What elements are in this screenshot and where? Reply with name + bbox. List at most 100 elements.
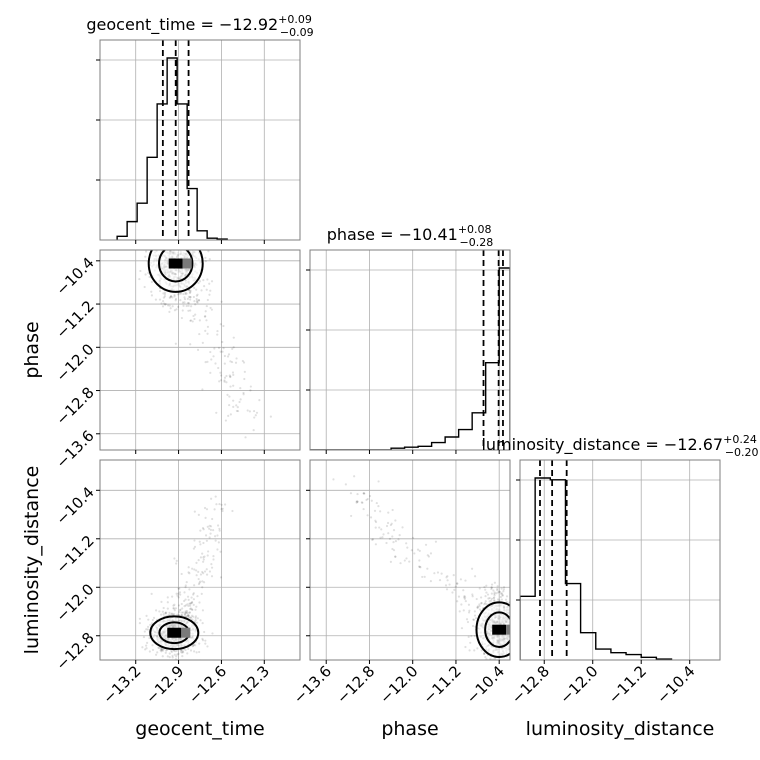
sample-point bbox=[162, 242, 164, 244]
sample-point bbox=[171, 305, 174, 308]
sample-point bbox=[484, 594, 487, 598]
sample-point bbox=[188, 611, 191, 614]
sample-point bbox=[517, 632, 519, 634]
sample-point bbox=[502, 586, 506, 589]
sample-point bbox=[232, 336, 235, 339]
sample-point bbox=[198, 246, 200, 248]
sample-point bbox=[222, 324, 225, 328]
sample-point bbox=[353, 475, 356, 478]
sample-point bbox=[184, 604, 187, 607]
sample-point bbox=[194, 615, 198, 618]
sample-point bbox=[208, 258, 211, 261]
sample-point bbox=[387, 532, 390, 535]
sample-point bbox=[183, 599, 186, 603]
sample-point bbox=[180, 225, 182, 227]
sample-point bbox=[484, 600, 487, 603]
sample-point bbox=[201, 341, 204, 344]
histogram-phase bbox=[310, 267, 510, 450]
sample-point bbox=[147, 271, 150, 275]
sample-point bbox=[162, 292, 165, 295]
sample-point bbox=[188, 588, 191, 591]
sample-point bbox=[173, 247, 175, 249]
sample-point bbox=[471, 624, 475, 628]
sample-point bbox=[166, 247, 168, 249]
sample-point bbox=[252, 429, 255, 432]
sample-point bbox=[254, 414, 257, 417]
sample-point bbox=[173, 653, 176, 656]
sample-point bbox=[513, 642, 515, 644]
sample-point bbox=[205, 288, 208, 291]
sample-point bbox=[210, 497, 213, 500]
sample-point bbox=[172, 607, 175, 610]
sample-point bbox=[198, 642, 201, 645]
sample-point bbox=[408, 560, 411, 563]
sample-point bbox=[473, 614, 477, 617]
sample-point bbox=[496, 661, 498, 663]
sample-point bbox=[188, 247, 190, 249]
sample-point bbox=[184, 598, 187, 601]
sample-point bbox=[475, 597, 478, 601]
sample-point bbox=[203, 315, 207, 318]
sample-point bbox=[153, 237, 155, 239]
density-shade bbox=[506, 624, 510, 635]
sample-point bbox=[476, 647, 479, 650]
sample-point bbox=[220, 503, 223, 506]
sample-point bbox=[515, 661, 517, 663]
sample-point bbox=[184, 611, 187, 614]
sample-point bbox=[501, 593, 504, 597]
sample-point bbox=[212, 355, 215, 358]
sample-point bbox=[504, 598, 508, 601]
sample-point bbox=[387, 511, 390, 514]
sample-point bbox=[191, 608, 194, 612]
histogram-geocent_time bbox=[116, 57, 228, 240]
sample-point bbox=[166, 246, 168, 248]
sample-point bbox=[169, 200, 171, 202]
sample-point bbox=[164, 229, 166, 231]
sample-point bbox=[195, 300, 199, 304]
sample-point bbox=[208, 570, 212, 573]
sample-point bbox=[189, 604, 192, 607]
sample-point bbox=[187, 243, 189, 245]
sample-point bbox=[512, 641, 514, 643]
sample-point bbox=[173, 613, 176, 616]
sample-point bbox=[164, 230, 166, 232]
sample-point bbox=[234, 361, 238, 364]
sample-point bbox=[410, 549, 413, 552]
sample-point bbox=[269, 415, 272, 418]
sample-point bbox=[223, 376, 227, 379]
sample-point bbox=[496, 585, 499, 588]
sample-point bbox=[202, 285, 206, 288]
sample-point bbox=[201, 570, 204, 574]
sample-point bbox=[158, 298, 162, 301]
sample-point bbox=[164, 232, 166, 234]
sample-point bbox=[468, 649, 471, 652]
sample-point bbox=[201, 609, 205, 612]
sample-point bbox=[424, 543, 428, 546]
sample-point bbox=[174, 342, 177, 345]
sample-point bbox=[180, 602, 183, 606]
panel-frame bbox=[99, 459, 301, 661]
sample-point bbox=[497, 591, 500, 594]
sample-point bbox=[210, 575, 214, 578]
sample-point bbox=[183, 298, 187, 301]
sample-point bbox=[141, 646, 144, 649]
sample-point bbox=[185, 614, 189, 617]
sample-point bbox=[173, 243, 175, 245]
sample-point bbox=[366, 514, 369, 517]
sample-point bbox=[377, 505, 380, 508]
sample-point bbox=[172, 234, 174, 236]
sample-point bbox=[209, 525, 213, 528]
sample-point bbox=[166, 234, 168, 236]
sample-point bbox=[225, 374, 228, 378]
sample-point bbox=[177, 305, 180, 308]
sample-point bbox=[138, 622, 141, 625]
sample-point bbox=[472, 618, 476, 621]
panel-frame bbox=[519, 459, 721, 661]
sample-point bbox=[163, 295, 166, 298]
sample-point bbox=[511, 665, 513, 667]
sample-point bbox=[216, 329, 219, 333]
sample-point bbox=[235, 409, 238, 413]
sample-point bbox=[470, 567, 474, 570]
sample-point bbox=[194, 619, 197, 622]
sample-point bbox=[170, 650, 173, 654]
